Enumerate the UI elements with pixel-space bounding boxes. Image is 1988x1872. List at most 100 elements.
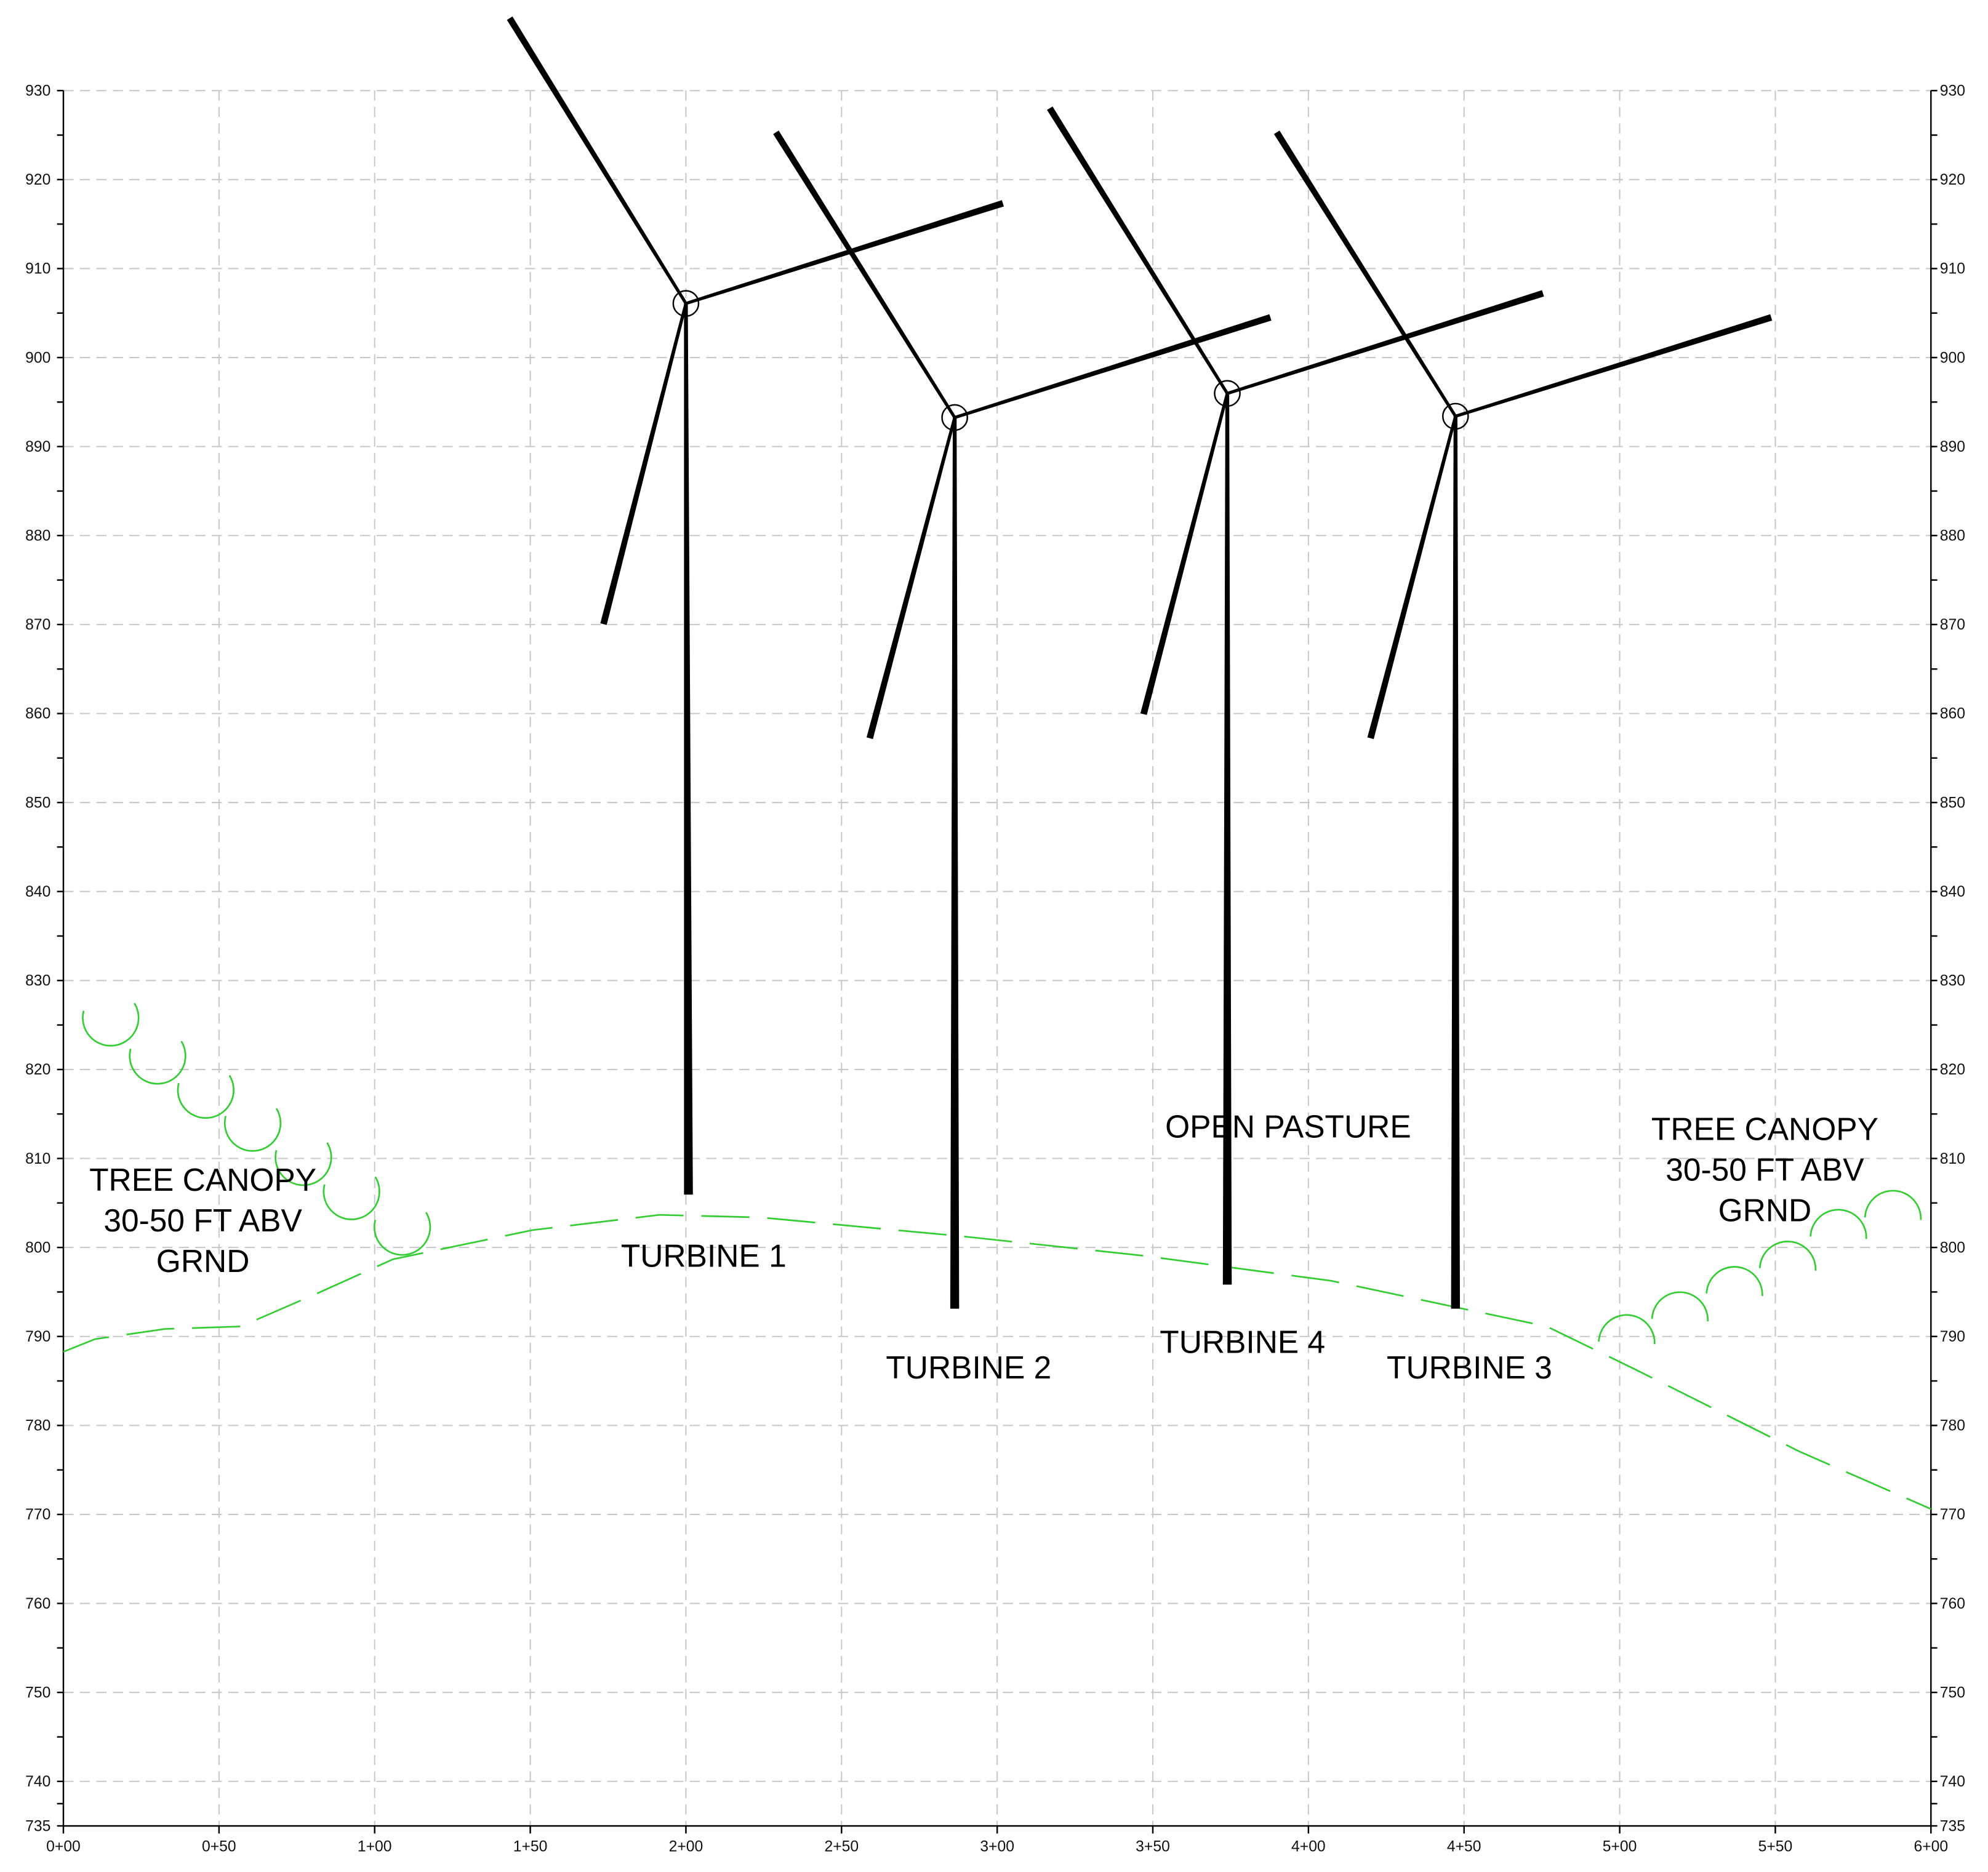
y-tick-label-right: 820 — [1940, 1062, 1965, 1078]
y-tick-label: 910 — [25, 261, 50, 278]
x-tick-label: 1+50 — [513, 1838, 548, 1855]
axis-labels: 735 735 740 740 750 750 760 760 770 770 780 780 790 7… — [25, 82, 1965, 1855]
y-tick-label-right: 830 — [1940, 973, 1965, 990]
x-tick-label: 5+00 — [1603, 1838, 1637, 1855]
blade — [1047, 106, 1229, 394]
tree-canopy — [82, 1002, 1922, 1345]
tree-arc — [373, 1212, 431, 1256]
y-tick-label-right: 850 — [1940, 794, 1965, 811]
y-tick-label: 890 — [25, 439, 50, 455]
y-tick-label: 740 — [25, 1774, 50, 1790]
blade — [685, 200, 1004, 305]
drawing-label: TREE CANOPY — [89, 1162, 316, 1198]
y-tick-label: 750 — [25, 1684, 50, 1701]
y-tick-label-right: 930 — [1940, 82, 1965, 99]
tree-arc — [129, 1041, 186, 1085]
tree-arc — [1810, 1209, 1867, 1239]
x-tick-label: 0+00 — [46, 1838, 81, 1855]
tree-arc — [1598, 1314, 1656, 1345]
y-tick-label-right: 910 — [1940, 261, 1965, 278]
y-tick-label-right: 920 — [1940, 172, 1965, 188]
tower — [1451, 416, 1461, 1309]
drawing-label: TURBINE 3 — [1387, 1350, 1552, 1385]
tree-arc — [177, 1074, 234, 1119]
tree-arc — [1705, 1266, 1763, 1297]
y-tick-label: 920 — [25, 172, 50, 188]
y-tick-label-right: 840 — [1940, 884, 1965, 900]
x-tick-label: 6+00 — [1914, 1838, 1948, 1855]
x-tick-label: 4+00 — [1291, 1838, 1326, 1855]
y-tick-label-right: 800 — [1940, 1239, 1965, 1256]
y-tick-label-right: 810 — [1940, 1151, 1965, 1167]
drawing-label: OPEN PASTURE — [1165, 1109, 1411, 1145]
tree-arc — [1758, 1241, 1817, 1271]
blade — [773, 130, 956, 418]
y-tick-label: 870 — [25, 617, 50, 633]
ground-profile — [63, 1214, 1931, 1510]
y-tick-label-right: 770 — [1940, 1506, 1965, 1523]
drawing-label: GRND — [156, 1243, 250, 1279]
y-tick-label: 840 — [25, 884, 50, 900]
y-tick-label-right: 860 — [1940, 706, 1965, 722]
y-tick-label: 770 — [25, 1506, 50, 1523]
y-tick-label-right: 780 — [1940, 1418, 1965, 1434]
blade — [1273, 130, 1457, 417]
drawing-label: TURBINE 1 — [621, 1238, 787, 1274]
hub — [941, 404, 968, 431]
grid — [57, 89, 1938, 1834]
tower — [950, 417, 960, 1309]
drawing-label: TREE CANOPY — [1651, 1111, 1878, 1147]
x-tick-label: 4+50 — [1447, 1838, 1481, 1855]
blade — [1367, 415, 1457, 740]
y-tick-label: 735 — [25, 1818, 50, 1834]
y-tick-label-right: 900 — [1940, 350, 1965, 366]
blade — [1455, 314, 1773, 418]
x-tick-label: 3+50 — [1136, 1838, 1170, 1855]
y-tick-label: 930 — [25, 82, 50, 99]
y-tick-label: 830 — [25, 973, 50, 990]
y-tick-label-right: 735 — [1940, 1818, 1965, 1834]
drawing-label: GRND — [1718, 1192, 1812, 1228]
x-tick-label: 0+50 — [202, 1838, 236, 1855]
y-tick-label: 790 — [25, 1329, 50, 1345]
y-tick-label-right: 750 — [1940, 1684, 1965, 1701]
tree-arc — [275, 1142, 332, 1186]
y-tick-label-right: 760 — [1940, 1596, 1965, 1612]
tree-arc — [1864, 1190, 1922, 1220]
drawing-label: TURBINE 4 — [1160, 1324, 1325, 1360]
x-tick-label: 5+50 — [1758, 1838, 1793, 1855]
y-tick-label-right: 880 — [1940, 528, 1965, 545]
y-tick-label: 760 — [25, 1596, 50, 1612]
blade — [600, 303, 687, 625]
tree-arc — [82, 1002, 140, 1047]
y-tick-label: 850 — [25, 794, 50, 811]
drawing-label: TURBINE 2 — [886, 1350, 1051, 1385]
y-tick-label: 820 — [25, 1062, 50, 1078]
y-tick-label-right: 870 — [1940, 617, 1965, 633]
x-tick-label: 2+50 — [824, 1838, 859, 1855]
y-tick-label: 860 — [25, 706, 50, 722]
y-tick-label-right: 790 — [1940, 1329, 1965, 1345]
drawing-label: 30-50 FT ABV — [103, 1202, 302, 1238]
labels: TREE CANOPY 30-50 FT ABV GRND TURBINE 1 TURB… — [89, 1109, 1878, 1385]
hub — [672, 290, 700, 317]
blade — [866, 417, 956, 740]
x-tick-label: 1+00 — [358, 1838, 392, 1855]
tower — [1222, 393, 1232, 1285]
blade — [507, 16, 687, 305]
hub — [1441, 402, 1469, 430]
x-tick-label: 3+00 — [980, 1838, 1014, 1855]
y-tick-label-right: 740 — [1940, 1774, 1965, 1790]
tower — [684, 303, 693, 1195]
y-tick-label: 800 — [25, 1239, 50, 1256]
tree-arc — [223, 1108, 282, 1152]
y-tick-label-right: 890 — [1940, 439, 1965, 455]
y-tick-label: 810 — [25, 1151, 50, 1167]
tree-arc — [1651, 1291, 1709, 1322]
tree-arc — [323, 1176, 380, 1220]
blade — [1140, 393, 1229, 715]
x-tick-label: 2+00 — [669, 1838, 703, 1855]
y-tick-label: 880 — [25, 528, 50, 545]
turbines — [507, 16, 1773, 1309]
